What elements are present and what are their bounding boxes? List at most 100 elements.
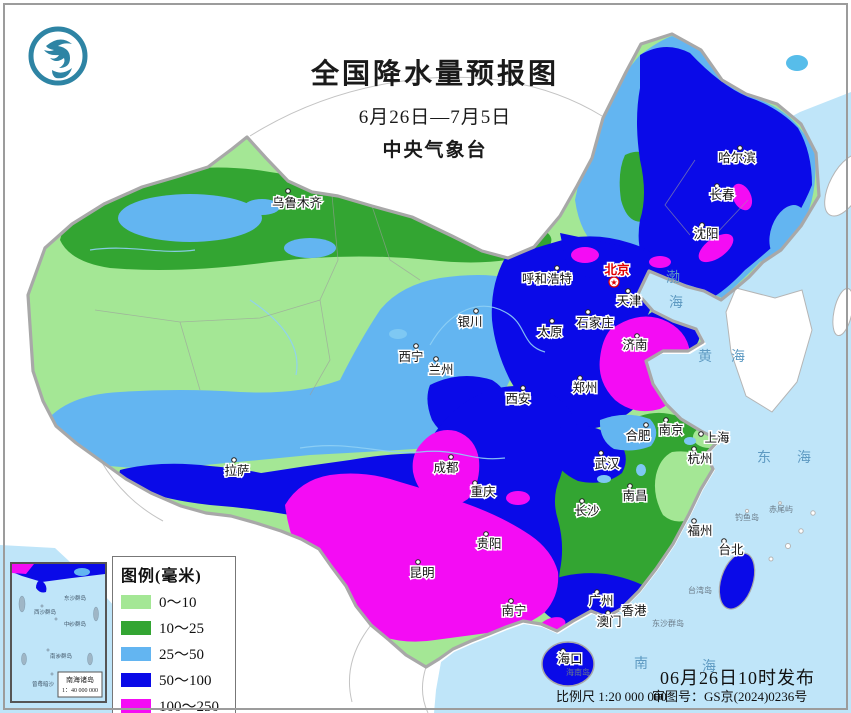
city-label: 哈尔滨 — [718, 150, 756, 165]
city-呼和浩特: 呼和浩特 — [520, 265, 574, 288]
city-dot — [622, 604, 628, 610]
city-太原: 太原 — [536, 318, 564, 341]
city-dot — [415, 559, 421, 565]
city-label: 昆明 — [409, 566, 434, 580]
lakes — [389, 329, 696, 483]
issuing-agency: 中央气象台 — [382, 140, 488, 161]
city-沈阳: 沈阳 — [692, 222, 720, 243]
city-北京: ★北京 — [603, 261, 631, 288]
sea-label: 海 — [669, 295, 683, 311]
city-label: 上海 — [704, 430, 730, 445]
city-dot — [691, 446, 697, 452]
city-label: 兰州 — [428, 363, 453, 377]
city-label: 成都 — [433, 461, 459, 475]
city-兰州: 兰州 — [427, 356, 455, 379]
rivers — [89, 247, 546, 460]
city-dot — [285, 188, 291, 194]
city-dot — [663, 417, 669, 423]
legend-swatch — [121, 672, 151, 687]
city-西安: 西安 — [504, 385, 532, 408]
inset-island-label: 南沙群岛 — [50, 652, 73, 660]
inset-island-label: 西沙群岛 — [34, 608, 57, 616]
legend-item-4: 100～250 — [121, 695, 227, 713]
city-南昌: 南昌 — [621, 483, 649, 505]
city-贵阳: 贵阳 — [475, 531, 503, 553]
map-scale: 比例尺 1:20 000 000 — [556, 689, 667, 704]
chiwei-island — [778, 501, 782, 505]
taiwan-island — [718, 552, 756, 610]
city-成都: 成都 — [432, 454, 460, 477]
city-label: 广州 — [588, 594, 613, 608]
city-dot — [433, 356, 439, 362]
city-dot — [737, 145, 743, 151]
city-dot — [691, 518, 697, 524]
city-昆明: 昆明 — [408, 559, 436, 582]
legend-item-1: 10～25 — [121, 617, 227, 638]
island-label: 钓鱼岛 — [735, 512, 759, 522]
city-label: 拉萨 — [224, 463, 249, 478]
city-澳门: 澳门 — [595, 610, 623, 631]
legend-item-2: 25～50 — [121, 643, 227, 664]
sea-label: 黄 — [698, 348, 712, 365]
page-title: 全国降水量预报图 — [310, 59, 559, 90]
city-南宁: 南宁 — [500, 598, 528, 620]
city-dot — [508, 598, 514, 604]
south-china-sea-inset: 东沙群岛 西沙群岛 中沙群岛 南沙群岛 曾母暗沙 南海诸岛 1：40 000 000 — [10, 562, 107, 703]
forecast-date-range: 6月26日—7月5日 — [358, 107, 512, 128]
city-西宁: 西宁 — [397, 343, 425, 366]
legend-swatch — [121, 620, 151, 635]
city-上海: 上海 — [698, 429, 731, 447]
inset-island-label: 东沙群岛 — [64, 594, 87, 602]
hainan-island — [541, 641, 595, 687]
legend-swatch — [121, 698, 151, 713]
city-郑州: 郑州 — [571, 375, 599, 397]
city-dot — [643, 422, 649, 428]
city-label: 海口 — [557, 651, 582, 666]
sea-label: 海 — [702, 659, 716, 675]
ryukyu-island — [768, 556, 774, 562]
city-label: 济南 — [622, 337, 647, 352]
city-dot — [605, 610, 611, 616]
china-weather-dragon-logo — [26, 24, 90, 88]
city-label: 澳门 — [596, 614, 621, 629]
city-label: 重庆 — [470, 484, 496, 499]
city-label: 杭州 — [687, 451, 712, 466]
city-label: 石家庄 — [576, 315, 614, 330]
inset-island-label: 曾母暗沙 — [32, 680, 55, 688]
city-拉萨: 拉萨 — [223, 457, 251, 480]
city-dot — [579, 498, 585, 504]
city-markers: 乌鲁木齐 哈尔滨长春沈阳呼和浩特 ★北京天津石家庄太原济南 银川西宁兰州西安 郑州合肥南… — [223, 145, 758, 668]
sea-label: 东 — [757, 450, 771, 466]
city-label: 沈阳 — [693, 226, 718, 241]
city-银川: 银川 — [456, 308, 484, 331]
province-borders — [94, 159, 749, 396]
city-label: 长春 — [709, 188, 735, 202]
city-label: 南京 — [658, 422, 683, 437]
city-福州: 福州 — [686, 518, 714, 540]
legend-swatch — [121, 646, 151, 661]
city-武汉: 武汉 — [593, 450, 621, 473]
city-dot — [448, 454, 454, 460]
approval-number: 审图号：GS京(2024)0236号 — [652, 689, 808, 704]
city-dot — [520, 385, 526, 391]
city-dot — [577, 375, 583, 381]
sea-labels: 渤海黄 海东 海南海 — [634, 270, 811, 675]
city-香港: 香港 — [620, 603, 649, 620]
city-济南: 济南 — [621, 333, 649, 354]
city-label: 香港 — [621, 604, 647, 618]
legend-label: 100～250 — [159, 699, 220, 713]
legend-box: 图例(毫米) 0～10 10～25 25～50 50～100 100～250 — [112, 556, 236, 713]
city-label: 呼和浩特 — [522, 271, 572, 286]
city-广州: 广州 — [587, 589, 615, 610]
legend-label: 0～10 — [159, 595, 197, 611]
legend-rows: 0～10 10～25 25～50 50～100 100～250 — [121, 591, 227, 713]
city-dot — [714, 183, 720, 189]
capital-star-icon: ★ — [610, 278, 617, 287]
china-national-border — [26, 32, 821, 669]
city-label: 台北 — [718, 542, 744, 557]
city-dot — [554, 265, 560, 271]
inset-island-label: 中沙群岛 — [64, 620, 87, 628]
city-杭州: 杭州 — [686, 446, 714, 468]
